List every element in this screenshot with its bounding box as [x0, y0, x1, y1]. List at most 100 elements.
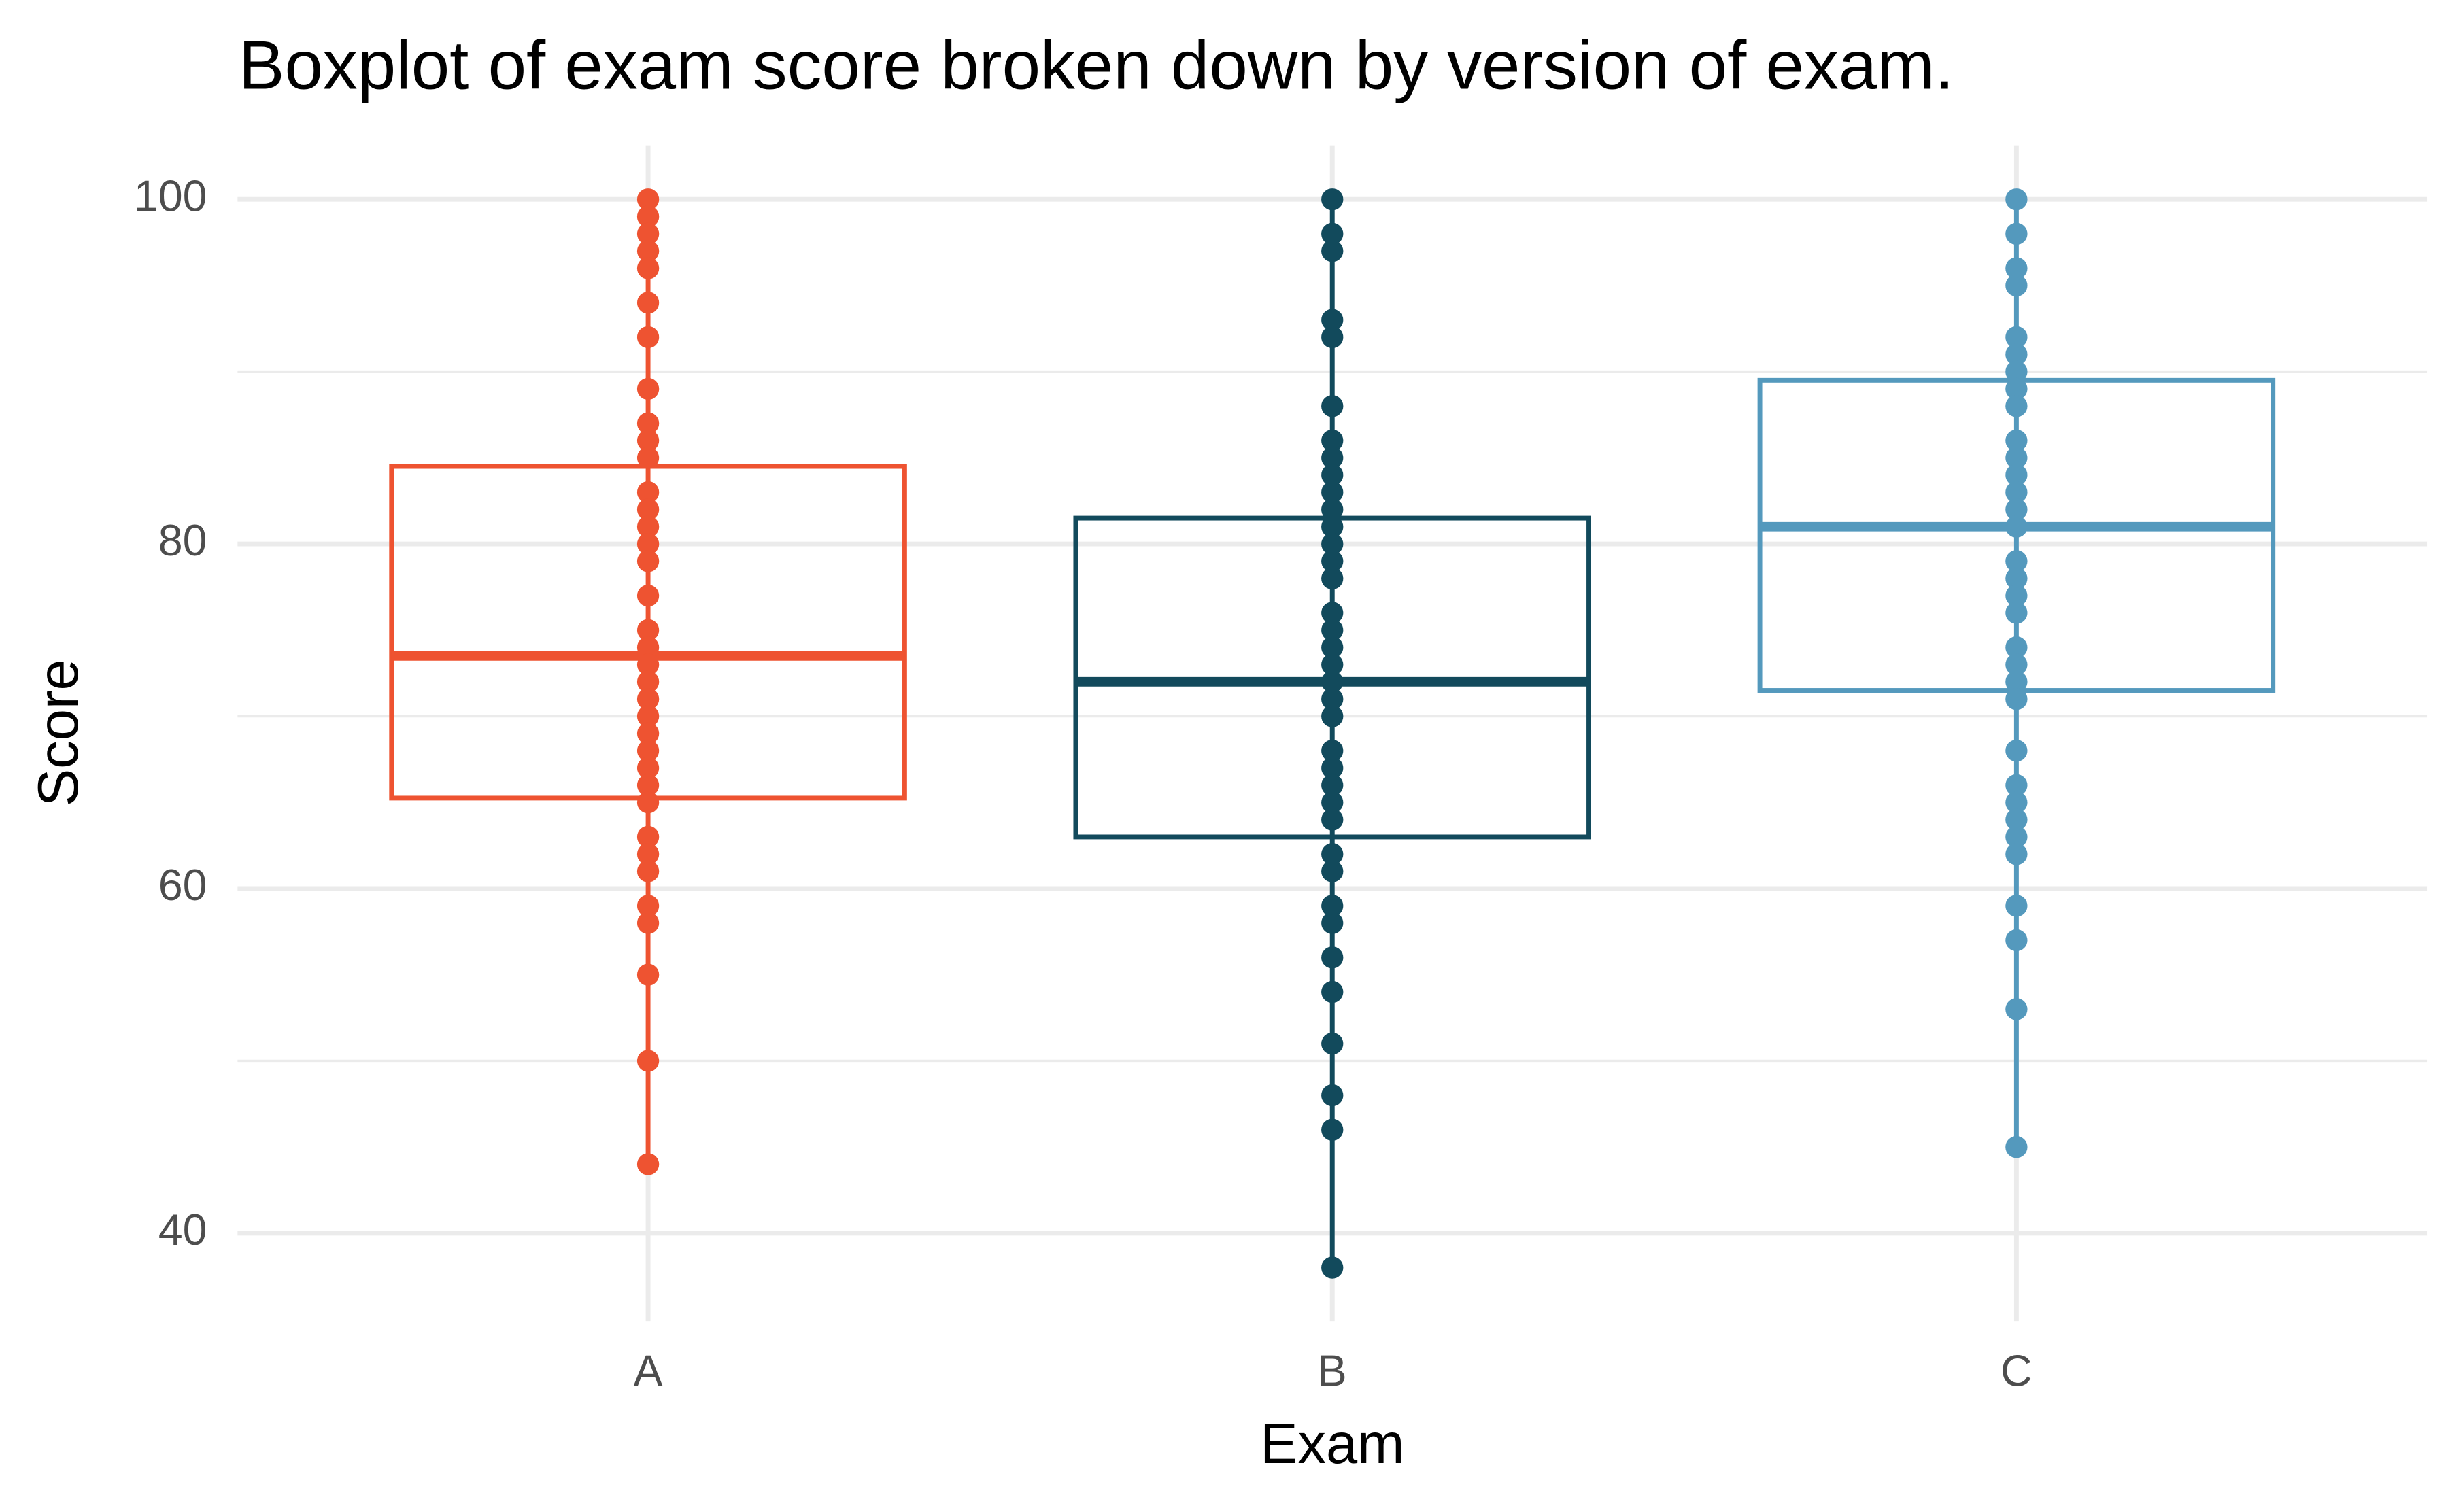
point [636, 774, 660, 797]
point [636, 257, 660, 279]
y-tick-label: 40 [158, 1205, 207, 1254]
point [1321, 895, 1344, 917]
point [2005, 774, 2028, 797]
point [1321, 774, 1344, 797]
point [2005, 464, 2028, 486]
point [636, 292, 660, 314]
point [1321, 188, 1344, 211]
point [636, 240, 660, 262]
point [2005, 636, 2028, 659]
point [1321, 705, 1344, 727]
point [1321, 309, 1344, 331]
point [1321, 980, 1344, 1003]
point [1321, 481, 1344, 504]
point [636, 550, 660, 572]
point [1321, 860, 1344, 882]
point [636, 670, 660, 693]
point [1321, 602, 1344, 624]
point [1321, 532, 1344, 555]
point [2005, 602, 2028, 624]
point [1321, 1084, 1344, 1107]
point [636, 1050, 660, 1072]
point [1321, 429, 1344, 452]
point [2005, 377, 2028, 400]
point [2005, 825, 2028, 848]
point [1321, 222, 1344, 245]
point [1321, 395, 1344, 417]
point [1321, 326, 1344, 349]
point [2005, 1135, 2028, 1158]
point [636, 740, 660, 762]
point [1321, 843, 1344, 865]
point [1321, 740, 1344, 762]
point [636, 481, 660, 504]
point [636, 636, 660, 659]
point [2005, 481, 2028, 504]
point [2005, 222, 2028, 245]
point [2005, 584, 2028, 607]
plot-area [389, 188, 2276, 1279]
point [2005, 688, 2028, 710]
point [2005, 808, 2028, 831]
point [636, 825, 660, 848]
chart-title: Boxplot of exam score broken down by ver… [239, 27, 1954, 104]
point [1321, 498, 1344, 521]
x-tick-label: B [1318, 1347, 1347, 1396]
point [1321, 636, 1344, 659]
point [636, 429, 660, 452]
x-tick-label: C [2001, 1347, 2033, 1396]
point [2005, 740, 2028, 762]
grid: 40 60 80 100 A B C [134, 145, 2428, 1396]
point [636, 791, 660, 814]
point [1321, 240, 1344, 262]
point [2005, 188, 2028, 211]
point [636, 653, 660, 676]
point [2005, 670, 2028, 693]
point [1321, 515, 1344, 538]
point [2005, 257, 2028, 279]
point [2005, 567, 2028, 589]
point [2005, 429, 2028, 452]
y-tick-label: 60 [158, 861, 207, 910]
point [636, 860, 660, 882]
point [636, 722, 660, 745]
point [2005, 653, 2028, 676]
point [2005, 360, 2028, 383]
point [636, 222, 660, 245]
point [1321, 757, 1344, 779]
point [1321, 688, 1344, 710]
point [2005, 343, 2028, 366]
point [1321, 1256, 1344, 1279]
point [2005, 274, 2028, 297]
point [636, 584, 660, 607]
point [636, 912, 660, 934]
point [636, 377, 660, 400]
point [1321, 791, 1344, 814]
point [1321, 447, 1344, 469]
point [636, 688, 660, 710]
point [2005, 998, 2028, 1020]
point [2005, 895, 2028, 917]
point [1321, 567, 1344, 589]
point [1321, 946, 1344, 969]
point [2005, 929, 2028, 952]
point [1321, 464, 1344, 486]
point [1321, 619, 1344, 641]
point [2005, 395, 2028, 417]
point [636, 895, 660, 917]
point [636, 447, 660, 469]
point [636, 498, 660, 521]
point [1321, 653, 1344, 676]
x-tick-label: A [634, 1347, 663, 1396]
point [636, 705, 660, 727]
y-axis-label: Score [27, 659, 90, 806]
point [1321, 912, 1344, 934]
point [2005, 447, 2028, 469]
point [636, 963, 660, 986]
point [1321, 808, 1344, 831]
point [1321, 550, 1344, 572]
point [636, 843, 660, 865]
point [2005, 843, 2028, 865]
